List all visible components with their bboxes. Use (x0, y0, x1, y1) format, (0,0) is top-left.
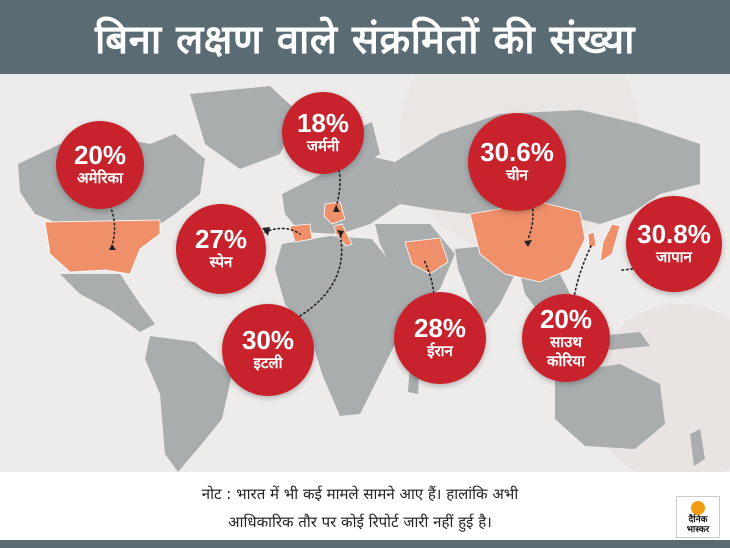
title-bar: बिना लक्षण वाले संक्रमितों की संख्या (0, 0, 730, 74)
bubble-iran: 28% ईरान (394, 292, 486, 384)
logo-line-1: दैनिक (688, 515, 708, 525)
bubble-china: 30.6% चीन (468, 113, 566, 211)
sun-icon (691, 501, 705, 515)
usa-name: अमेरिका (77, 169, 123, 188)
note-line-2: आधिकारिक तौर पर कोई रिपोर्ट जारी नहीं हु… (228, 513, 492, 531)
land-uk (300, 182, 316, 206)
land-new-guinea (600, 332, 650, 350)
note-text: नोट : भारत में भी कई मामले सामने आए हैं।… (60, 480, 660, 536)
country-south-korea (587, 231, 597, 249)
bubble-japan: 30.8% जापान (626, 196, 722, 292)
country-japan (599, 223, 621, 263)
china-percentage: 30.6% (480, 136, 554, 167)
italy-percentage: 30% (241, 324, 295, 355)
iran-percentage: 28% (413, 312, 467, 343)
arrowhead-usa (109, 244, 116, 250)
land-africa (275, 236, 415, 416)
bubble-south-korea: 20% साउथ कोरिया (522, 294, 610, 382)
spain-name: स्पेन (209, 253, 233, 272)
connector-italy (299, 233, 343, 317)
arrowhead-spain (262, 227, 270, 236)
japan-percentage: 30.8% (637, 218, 711, 249)
country-usa (44, 219, 161, 275)
bubble-germany: 18% जर्मनी (282, 92, 364, 174)
bubble-usa: 20% अमेरिका (56, 121, 144, 209)
germany-percentage: 18% (296, 107, 350, 138)
land-central-america (60, 274, 155, 332)
note-panel: नोट : भारत में भी कई मामले सामने आए हैं।… (0, 472, 730, 540)
south-korea-percentage: 20% (539, 303, 593, 334)
connector-usa (109, 205, 116, 247)
country-italy (333, 223, 353, 247)
arrowhead-italy (337, 230, 344, 237)
connector-iran (423, 259, 435, 303)
south-korea-name-line1: साउथ (550, 332, 582, 351)
land-new-zealand (690, 429, 705, 466)
world-map (0, 74, 730, 474)
country-spain (289, 223, 313, 243)
country-iran (404, 237, 449, 275)
iran-name: ईरान (427, 342, 453, 361)
italy-name: इटली (253, 354, 283, 373)
spain-percentage: 27% (194, 223, 248, 254)
land-australia (555, 364, 665, 449)
bubble-spain: 27% स्पेन (176, 204, 266, 294)
connector-germany (333, 157, 341, 209)
land-south-america (145, 336, 232, 472)
footer-strip (0, 540, 730, 548)
germany-name: जर्मनी (306, 137, 340, 156)
arrowhead-germany (333, 205, 340, 212)
land-europe (282, 154, 400, 234)
dainik-bhaskar-logo: दैनिक भास्कर (676, 496, 720, 538)
logo-line-2: भास्कर (686, 525, 710, 535)
usa-percentage: 20% (73, 139, 127, 170)
note-line-1: नोट : भारत में भी कई मामले सामने आए हैं।… (201, 485, 519, 503)
south-korea-name-line2: कोरिया (546, 351, 585, 370)
japan-name: जापान (656, 248, 692, 267)
arrowhead-china (524, 240, 532, 247)
land-greenland (190, 86, 300, 169)
connector-spain (264, 227, 301, 235)
bubble-italy: 30% इटली (222, 304, 314, 396)
china-name: चीन (506, 166, 528, 185)
page-title: बिना लक्षण वाले संक्रमितों की संख्या (94, 16, 636, 63)
